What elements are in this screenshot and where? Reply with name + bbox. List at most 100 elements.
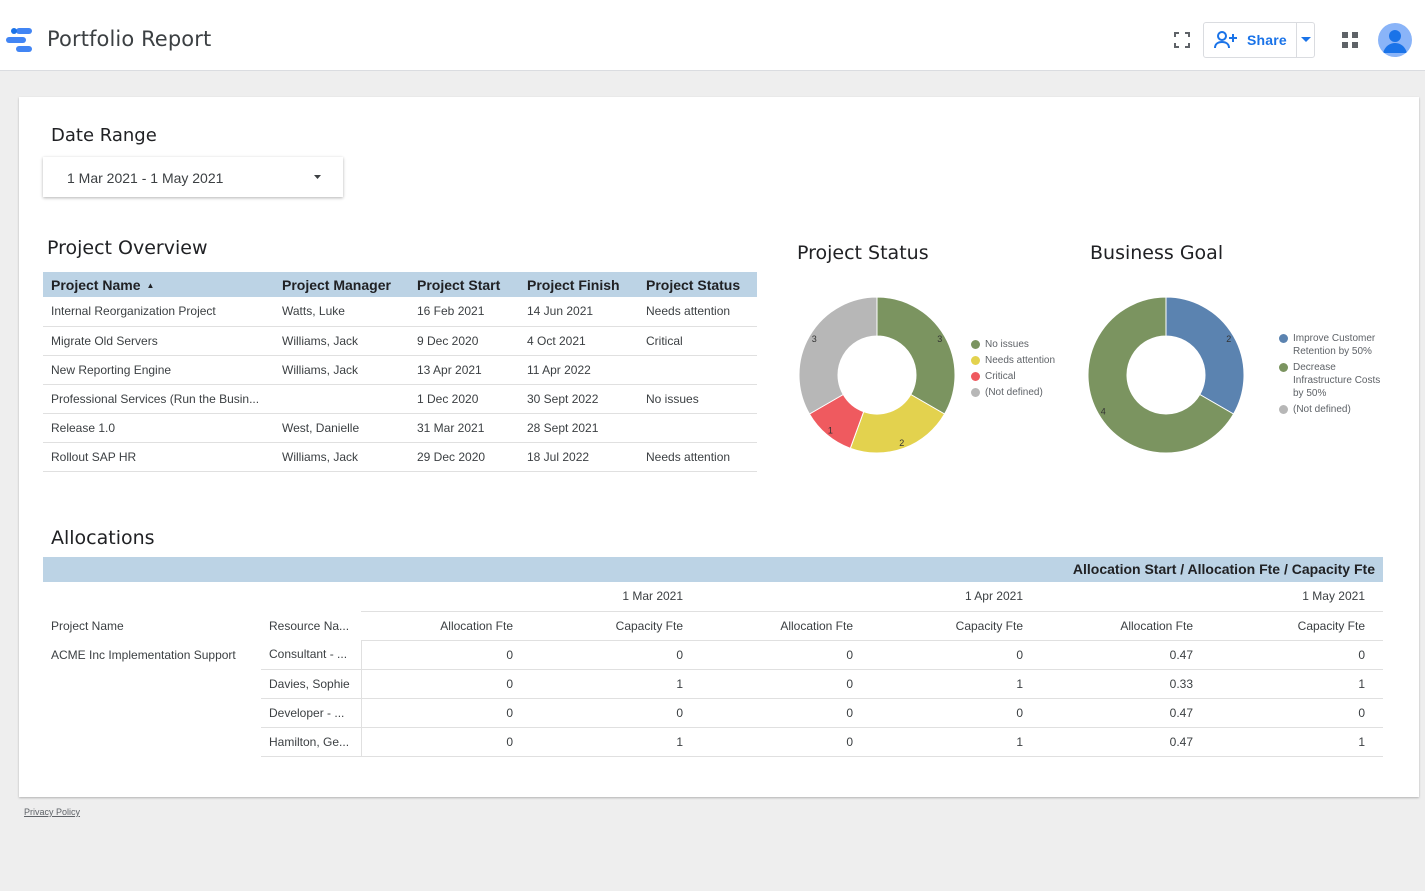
- donut-data-label: 4: [1101, 406, 1106, 416]
- column-header-project-start[interactable]: Project Start: [409, 272, 519, 297]
- column-header-capacity-fte[interactable]: Capacity Fte: [531, 611, 702, 641]
- column-header-allocation-fte[interactable]: Allocation Fte: [701, 611, 872, 641]
- allocations-pivot-table: 1 Mar 2021 1 Apr 2021 1 May 2021 Project…: [43, 582, 1384, 757]
- table-row[interactable]: Migrate Old Servers Williams, Jack 9 Dec 2…: [43, 326, 757, 356]
- donut-slice[interactable]: [876, 296, 956, 415]
- share-dropdown-button[interactable]: [1296, 23, 1314, 57]
- table-cell: 13 Apr 2021: [409, 355, 519, 385]
- project-overview-table: Project Name ▲ Project Manager Project St…: [43, 272, 757, 472]
- legend-label: Critical: [985, 371, 1016, 382]
- value-cell: 0: [701, 669, 872, 699]
- legend-item[interactable]: Needs attention: [971, 354, 1061, 367]
- column-header-allocation-fte[interactable]: Allocation Fte: [361, 611, 531, 641]
- project-name-cell: [43, 698, 261, 727]
- donut-slice[interactable]: [798, 296, 878, 415]
- value-cell: 0.47: [1041, 698, 1212, 728]
- donut-slice[interactable]: [1165, 296, 1245, 415]
- date-range-value: 1 Mar 2021 - 1 May 2021: [67, 170, 224, 186]
- value-cell: 1: [871, 669, 1042, 699]
- table-cell: 18 Jul 2022: [519, 442, 638, 472]
- value-cell: 0: [1211, 698, 1384, 728]
- value-cell: 0: [531, 698, 702, 728]
- table-cell: Needs attention: [638, 297, 757, 327]
- avatar[interactable]: [1378, 23, 1412, 57]
- legend-item[interactable]: (Not defined): [1279, 403, 1389, 416]
- value-cell: 0: [531, 640, 702, 670]
- table-cell: Williams, Jack: [274, 355, 409, 385]
- avatar-icon: [1383, 30, 1407, 53]
- table-cell: [274, 384, 409, 414]
- legend-item[interactable]: Improve Customer Retention by 50%: [1279, 332, 1389, 358]
- legend-item[interactable]: (Not defined): [971, 386, 1061, 399]
- legend-label: Decrease Infrastructure Costs by 50%: [1293, 362, 1381, 399]
- table-row[interactable]: ACME Inc Implementation Support Consultan…: [43, 640, 1384, 670]
- looker-studio-logo-icon: [6, 28, 32, 52]
- value-cell: 1: [1211, 669, 1384, 699]
- column-header-project-name[interactable]: Project Name: [51, 618, 124, 633]
- table-cell: 30 Sept 2022: [519, 384, 638, 414]
- table-cell: 29 Dec 2020: [409, 442, 519, 472]
- share-button[interactable]: Share: [1204, 23, 1296, 57]
- legend-swatch: [971, 340, 980, 349]
- column-header-resource-name[interactable]: Resource Na...: [269, 618, 350, 633]
- project-name-cell: ACME Inc Implementation Support: [51, 647, 236, 662]
- report-page: Date Range 1 Mar 2021 - 1 May 2021 Proje…: [19, 97, 1419, 797]
- value-cell: 1: [531, 669, 702, 699]
- business-goal-legend: Improve Customer Retention by 50% Decreas…: [1279, 332, 1389, 419]
- resource-name-cell: Hamilton, Ge...: [261, 727, 362, 757]
- value-cell: 0.47: [1041, 640, 1212, 670]
- column-header-capacity-fte[interactable]: Capacity Fte: [1211, 611, 1384, 641]
- pivot-date-header: 1 Apr 2021: [701, 582, 1042, 612]
- column-header-project-status[interactable]: Project Status: [638, 272, 757, 297]
- legend-item[interactable]: No issues: [971, 338, 1061, 351]
- fullscreen-icon[interactable]: [1173, 31, 1191, 49]
- table-row[interactable]: Rollout SAP HR Williams, Jack 29 Dec 2020 1…: [43, 442, 757, 472]
- value-cell: 0: [361, 698, 531, 728]
- column-header-project-finish[interactable]: Project Finish: [519, 272, 638, 297]
- table-row[interactable]: New Reporting Engine Williams, Jack 13 Apr…: [43, 355, 757, 385]
- top-bar: Portfolio Report Share: [0, 0, 1425, 71]
- donut-data-label: 2: [899, 438, 904, 448]
- table-cell: Williams, Jack: [274, 326, 409, 356]
- table-row[interactable]: Hamilton, Ge... 0 1 0 1 0.47 1: [43, 727, 1384, 757]
- pivot-date-header: 1 Mar 2021: [361, 582, 702, 612]
- column-header-capacity-fte[interactable]: Capacity Fte: [871, 611, 1042, 641]
- column-header-project-name[interactable]: Project Name ▲: [43, 272, 274, 297]
- table-row[interactable]: Developer - ... 0 0 0 0 0.47 0: [43, 698, 1384, 728]
- legend-item[interactable]: Critical: [971, 370, 1061, 383]
- table-cell: 14 Jun 2021: [519, 297, 638, 327]
- sort-ascending-icon: ▲: [146, 281, 155, 291]
- table-row[interactable]: Davies, Sophie 0 1 0 1 0.33 1: [43, 669, 1384, 699]
- allocations-pivot-header: Allocation Start / Allocation Fte / Capa…: [43, 557, 1383, 582]
- value-cell: 0.47: [1041, 727, 1212, 757]
- legend-item[interactable]: Decrease Infrastructure Costs by 50%: [1279, 361, 1389, 400]
- donut-slice[interactable]: [1087, 296, 1235, 454]
- allocations-header-label: Allocation Start / Allocation Fte / Capa…: [1072, 561, 1375, 577]
- column-header-allocation-fte[interactable]: Allocation Fte: [1041, 611, 1212, 641]
- table-cell: Watts, Luke: [274, 297, 409, 327]
- project-overview-title: Project Overview: [47, 237, 208, 259]
- legend-label: (Not defined): [1293, 404, 1351, 415]
- date-range-picker[interactable]: 1 Mar 2021 - 1 May 2021: [43, 157, 343, 197]
- privacy-policy-link[interactable]: Privacy Policy: [24, 807, 81, 817]
- table-cell: 11 Apr 2022: [519, 355, 638, 385]
- apps-grid-icon[interactable]: [1341, 31, 1359, 49]
- legend-swatch: [1279, 334, 1288, 343]
- table-cell: Critical: [638, 326, 757, 356]
- allocations-title: Allocations: [51, 527, 155, 549]
- report-title: Portfolio Report: [47, 27, 212, 51]
- value-cell: 0: [1211, 640, 1384, 670]
- table-cell: 31 Mar 2021: [409, 413, 519, 443]
- table-row[interactable]: Professional Services (Run the Busin... 1…: [43, 384, 757, 414]
- table-row[interactable]: Release 1.0 West, Danielle 31 Mar 2021 28 S…: [43, 413, 757, 443]
- table-row[interactable]: Internal Reorganization Project Watts, Lu…: [43, 297, 757, 327]
- dropdown-arrow-icon: [1301, 37, 1311, 42]
- donut-data-label: 3: [937, 334, 942, 344]
- value-cell: 0: [361, 669, 531, 699]
- legend-label: Needs attention: [985, 355, 1056, 366]
- project-status-donut-chart: 3 2 1 3: [798, 296, 956, 454]
- share-label: Share: [1247, 32, 1287, 48]
- donut-data-label: 1: [828, 426, 833, 436]
- column-header-project-manager[interactable]: Project Manager: [274, 272, 409, 297]
- legend-label: (Not defined): [985, 387, 1043, 398]
